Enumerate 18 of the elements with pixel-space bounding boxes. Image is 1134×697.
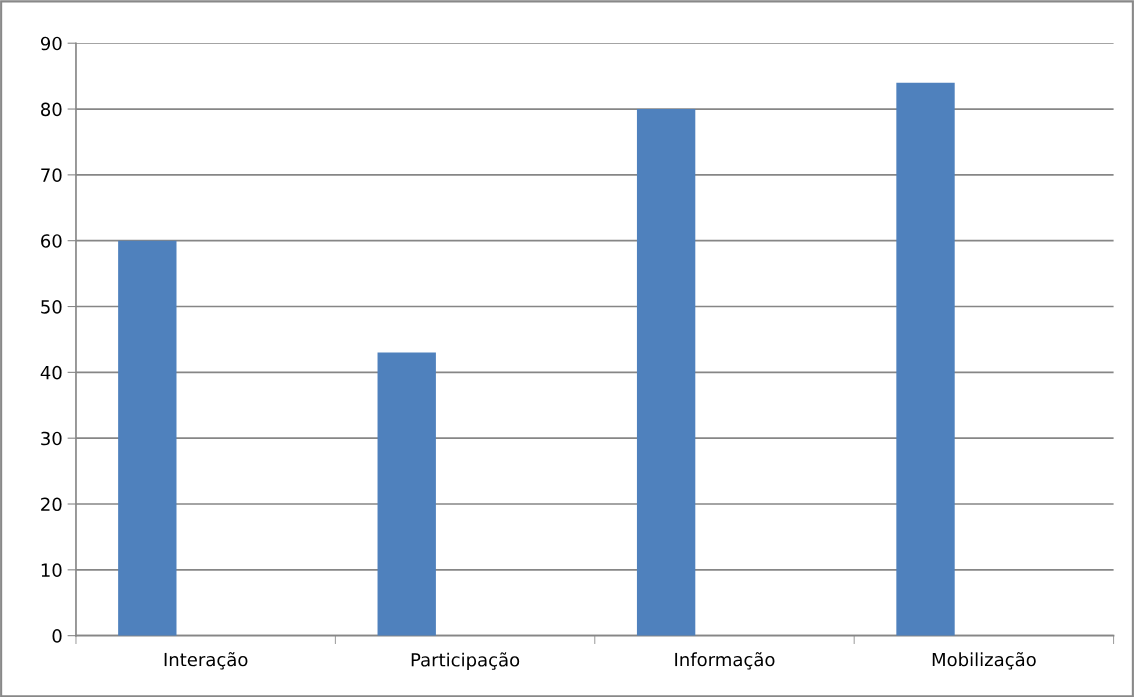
y-tick-label: 20 [41,497,62,512]
y-tick-label: 70 [41,168,62,182]
y-tick-label: 30 [41,431,62,446]
bar [896,82,955,636]
x-tick-label: Participação [411,652,520,671]
bar [118,240,177,636]
y-tick-label: 50 [41,299,62,314]
y-tick-label: 40 [40,365,62,380]
y-tick-label: 80 [41,102,62,117]
bar [636,109,696,636]
y-tick-label: 60 [41,234,62,248]
x-tick-label: Informação [675,652,775,670]
x-tick-label: Mobilização [932,652,1036,670]
y-tick-label: 90 [40,36,62,51]
y-tick-label: 0 [52,629,62,643]
x-tick-label: Interação [164,652,248,670]
bar [377,352,436,636]
y-tick-label: 10 [41,563,62,577]
